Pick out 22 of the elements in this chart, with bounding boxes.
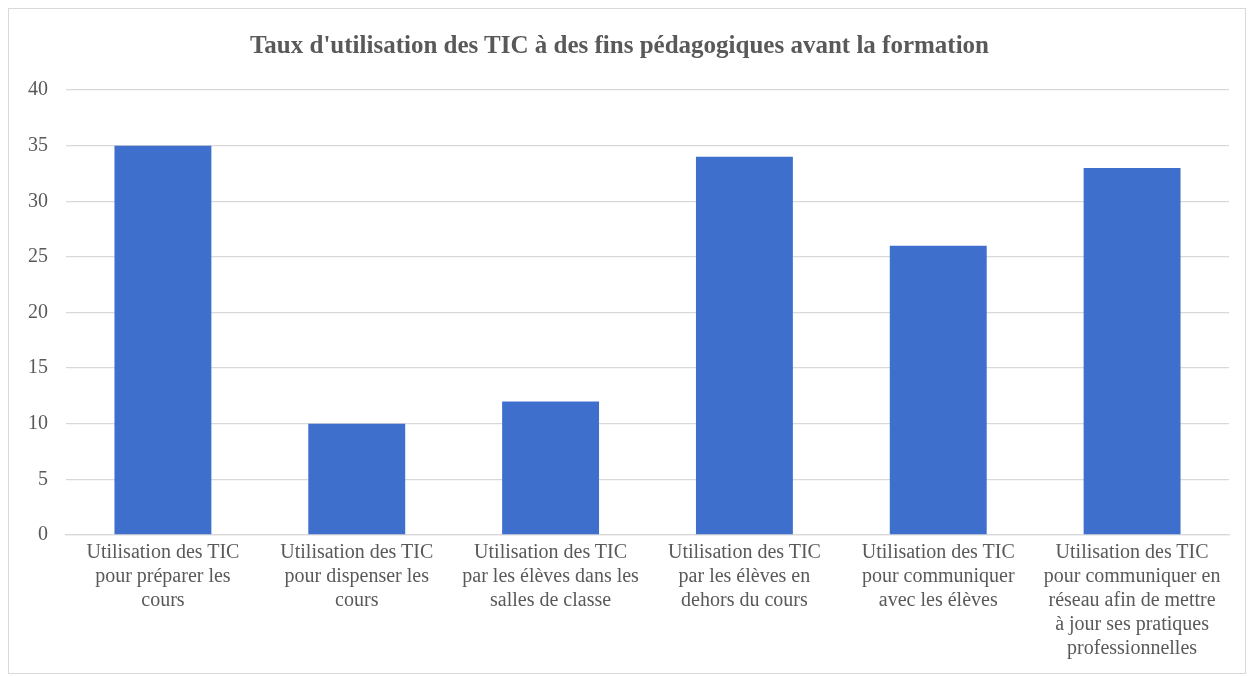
x-tick-label: Utilisation des TIC par les élèves dans les salles de classe: [462, 540, 640, 611]
bar: [308, 423, 406, 535]
x-tick-label: Utilisation des TIC pour dispenser les cours: [280, 540, 434, 611]
y-tick-label: 10: [28, 411, 48, 433]
bar: [1083, 167, 1181, 535]
bar: [502, 401, 600, 535]
x-tick-label: Utilisation des TIC par les élèves en dehors du cours: [667, 540, 821, 611]
y-tick-label: 0: [38, 522, 48, 545]
y-tick-label: 40: [28, 77, 48, 100]
x-tick-label: Utilisation des TIC pour communiquer avec les élèves: [861, 540, 1015, 611]
y-tick-label: 20: [28, 299, 48, 322]
y-tick-label: 25: [28, 244, 48, 267]
y-tick-label: 30: [28, 188, 48, 211]
chart-title: Taux d'utilisation des TIC à des fins pédagogiques avant la formation: [249, 31, 990, 59]
y-tick-label: 5: [38, 466, 48, 489]
y-tick-label: 15: [28, 355, 48, 378]
y-tick-label: 35: [28, 132, 48, 155]
x-tick-label: Utilisation des TIC pour préparer les cours: [86, 540, 240, 611]
bar: [114, 145, 212, 535]
bar: [889, 245, 987, 535]
bar: [695, 156, 793, 535]
x-tick-label: Utilisation des TIC pour communiquer en réseau afin de mettre à jour ses pratiques professionnelles: [1043, 540, 1221, 660]
